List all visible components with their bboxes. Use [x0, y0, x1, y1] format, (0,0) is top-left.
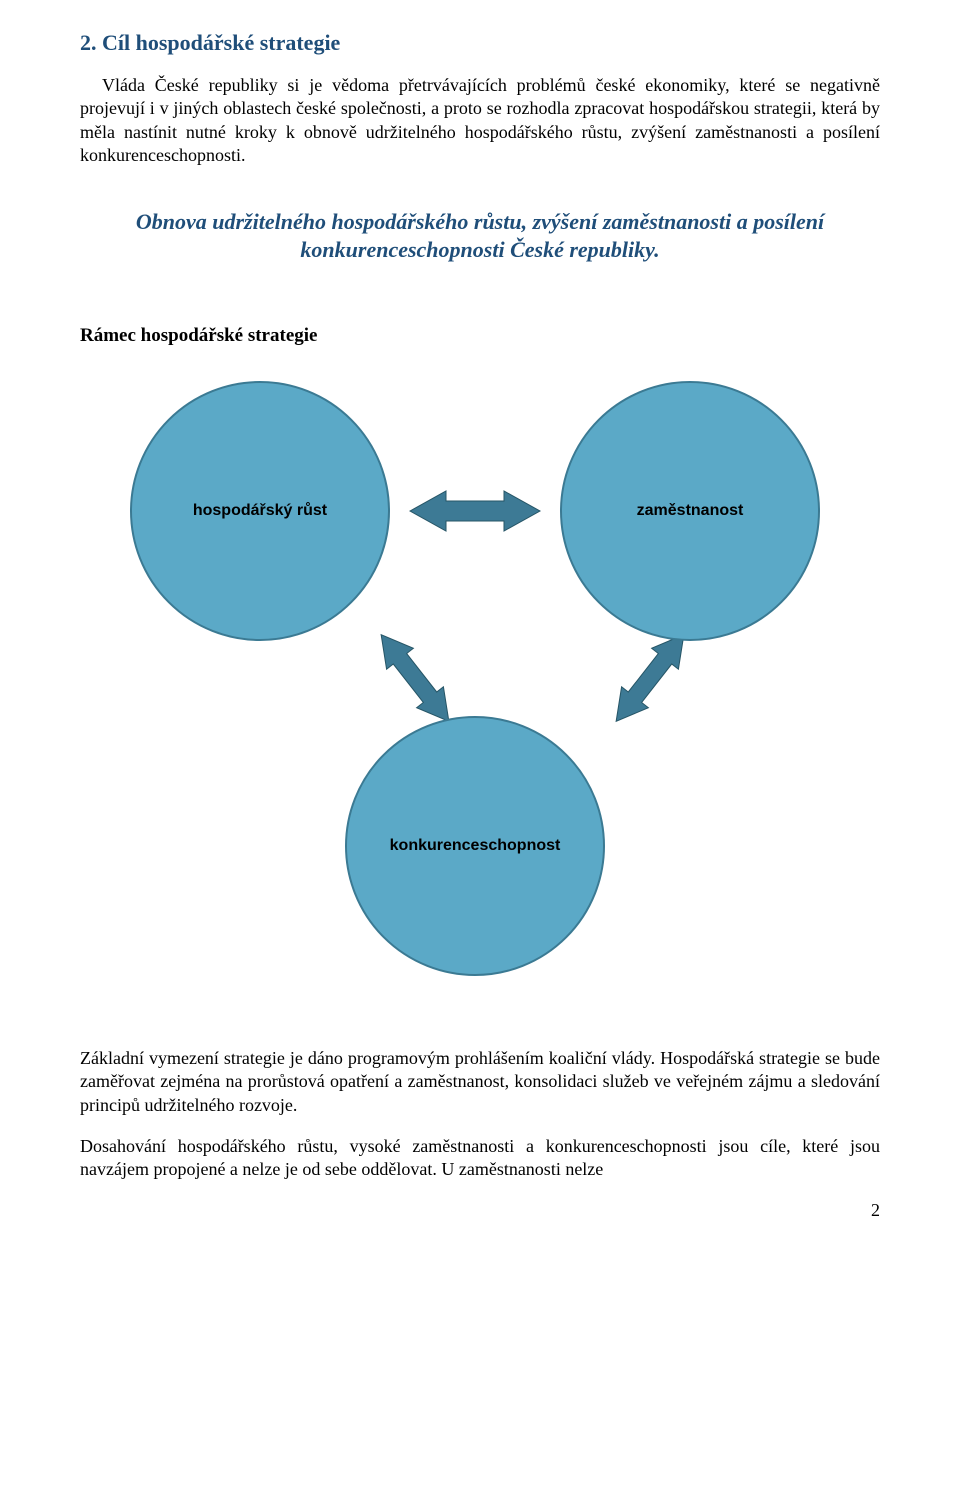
paragraph-1: Vláda České republiky si je vědoma přetr… [80, 74, 880, 168]
paragraph-2: Základní vymezení strategie je dáno prog… [80, 1047, 880, 1117]
page-number: 2 [80, 1200, 880, 1221]
diagram-arrow-left-diag [368, 624, 463, 732]
diagram-subheading: Rámec hospodářské strategie [80, 325, 880, 347]
diagram-arrow-top [410, 491, 540, 531]
diagram-node-left: hospodářský růst [130, 381, 390, 641]
section-heading: 2. Cíl hospodářské strategie [80, 30, 880, 56]
callout-statement: Obnova udržitelného hospodářského růstu,… [80, 208, 880, 265]
strategy-diagram: hospodářský růst zaměstnanost konkurencesc… [90, 371, 870, 1011]
paragraph-3: Dosahování hospodářského růstu, vysoké z… [80, 1135, 880, 1182]
diagram-node-right: zaměstnanost [560, 381, 820, 641]
diagram-node-bottom: konkurenceschopnost [345, 716, 605, 976]
